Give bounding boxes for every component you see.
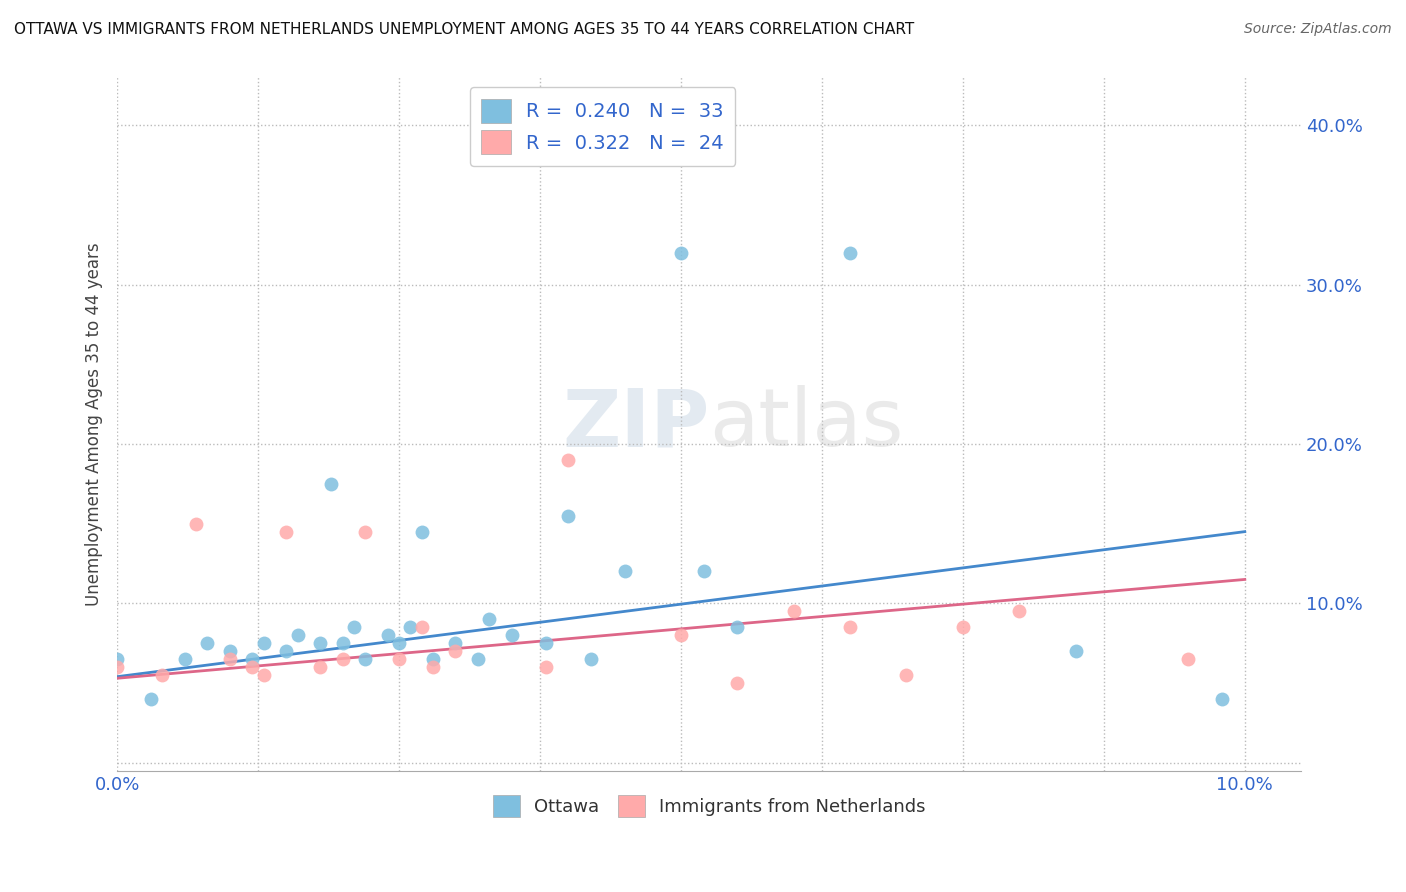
Point — [173, 652, 195, 666]
Point — [613, 565, 636, 579]
Text: Source: ZipAtlas.com: Source: ZipAtlas.com — [1244, 22, 1392, 37]
Point — [444, 644, 467, 658]
Point — [354, 524, 377, 539]
Point — [276, 644, 298, 658]
Point — [411, 620, 433, 634]
Point — [219, 644, 242, 658]
Point — [478, 612, 501, 626]
Point — [534, 636, 557, 650]
Point — [332, 636, 354, 650]
Point — [692, 565, 714, 579]
Point — [321, 476, 343, 491]
Legend: Ottawa, Immigrants from Netherlands: Ottawa, Immigrants from Netherlands — [485, 788, 932, 824]
Point — [1064, 644, 1087, 658]
Point — [388, 652, 411, 666]
Point — [725, 620, 748, 634]
Point — [343, 620, 366, 634]
Point — [377, 628, 399, 642]
Point — [422, 652, 444, 666]
Point — [276, 524, 298, 539]
Point — [242, 652, 264, 666]
Point — [1211, 692, 1233, 706]
Point — [184, 516, 207, 531]
Point — [388, 636, 411, 650]
Point — [253, 636, 276, 650]
Point — [839, 620, 862, 634]
Point — [105, 660, 128, 674]
Point — [534, 660, 557, 674]
Point — [579, 652, 602, 666]
Point — [422, 660, 444, 674]
Point — [444, 636, 467, 650]
Point — [253, 668, 276, 682]
Point — [1008, 604, 1031, 618]
Point — [557, 508, 579, 523]
Point — [1177, 652, 1199, 666]
Point — [725, 676, 748, 690]
Point — [467, 652, 489, 666]
Text: OTTAWA VS IMMIGRANTS FROM NETHERLANDS UNEMPLOYMENT AMONG AGES 35 TO 44 YEARS COR: OTTAWA VS IMMIGRANTS FROM NETHERLANDS UN… — [14, 22, 914, 37]
Point — [139, 692, 162, 706]
Text: ZIP: ZIP — [562, 385, 709, 463]
Point — [309, 660, 332, 674]
Point — [219, 652, 242, 666]
Y-axis label: Unemployment Among Ages 35 to 44 years: Unemployment Among Ages 35 to 44 years — [86, 243, 103, 606]
Point — [669, 245, 692, 260]
Point — [242, 660, 264, 674]
Point — [309, 636, 332, 650]
Point — [399, 620, 422, 634]
Point — [197, 636, 219, 650]
Point — [105, 652, 128, 666]
Point — [411, 524, 433, 539]
Point — [557, 453, 579, 467]
Text: atlas: atlas — [709, 385, 904, 463]
Point — [669, 628, 692, 642]
Point — [783, 604, 806, 618]
Point — [839, 245, 862, 260]
Point — [354, 652, 377, 666]
Point — [150, 668, 173, 682]
Point — [952, 620, 974, 634]
Point — [287, 628, 309, 642]
Point — [332, 652, 354, 666]
Point — [896, 668, 918, 682]
Point — [501, 628, 523, 642]
